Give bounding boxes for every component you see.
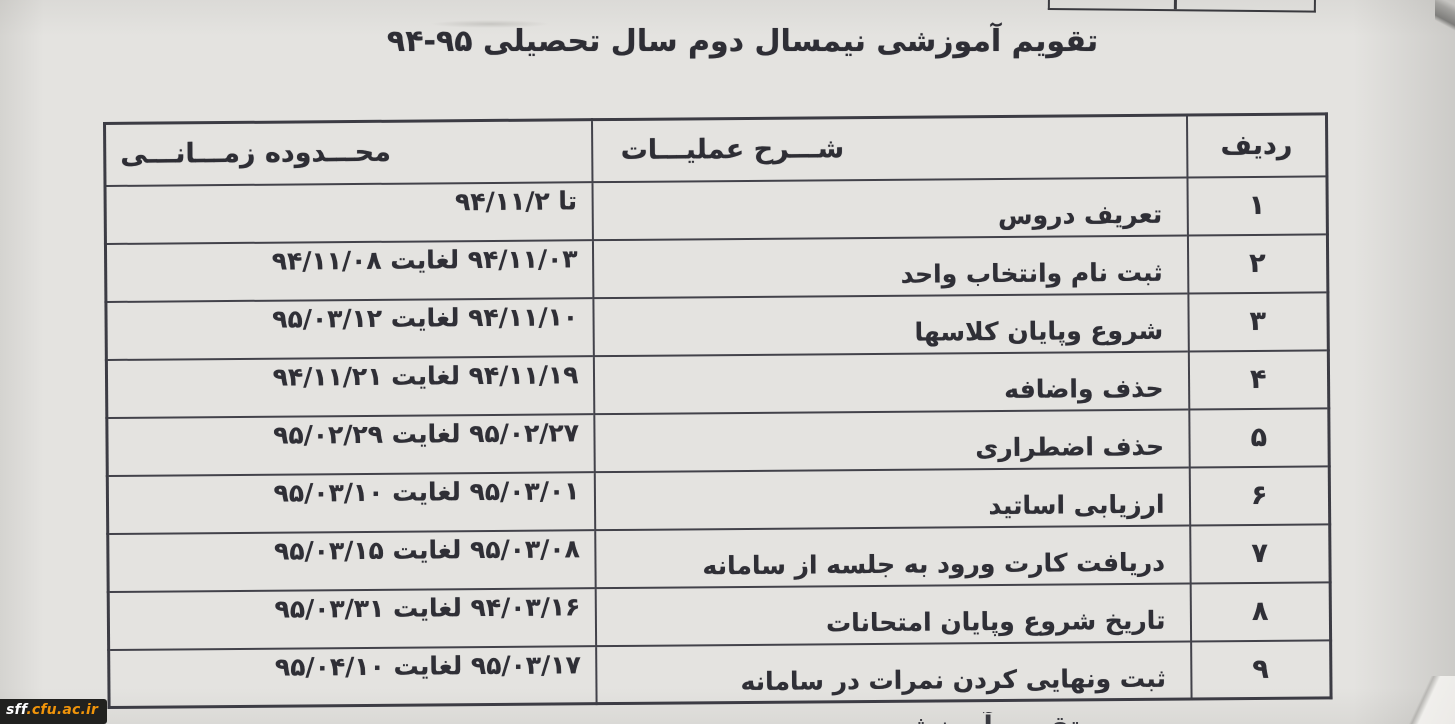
- watermark-badge: sff.cfu.ac.ir: [0, 699, 108, 724]
- row-number-cell: ۱: [1186, 175, 1328, 235]
- operation-cell: ثبت نام وانتخاب واحد: [592, 234, 1188, 298]
- time-range-cell: ۹۵/۰۳/۱۷ لغایت ۹۵/۰۴/۱۰: [108, 645, 597, 708]
- table-row: ۵ حذف اضطراری ۹۵/۰۲/۲۷ لغایت ۹۵/۰۲/۲۹: [106, 407, 1330, 476]
- operation-cell: تعریف دروس: [591, 176, 1188, 240]
- previous-table-cutoff-fragment: [1047, 0, 1316, 13]
- fragment-cell-divider: [1173, 0, 1177, 10]
- row-number-cell: ۶: [1189, 465, 1330, 525]
- page-corner-fold: [1381, 676, 1455, 724]
- table-row: ۷ دریافت کارت ورود به جلسه از سامانه ۹۵/…: [107, 523, 1331, 592]
- row-number-cell: ۲: [1187, 233, 1328, 293]
- row-number-cell: ۳: [1187, 291, 1329, 351]
- operation-cell: تاریخ شروع وپایان امتحانات: [595, 582, 1191, 646]
- scan-corner-mark: [1435, 0, 1455, 68]
- operation-cell: دریافت کارت ورود به جلسه از سامانه: [594, 524, 1191, 588]
- operation-cell: حذف واضافه: [593, 350, 1189, 414]
- row-number-cell: ۵: [1188, 407, 1330, 467]
- time-range-cell: ۹۴/۱۱/۱۹ لغایت ۹۴/۱۱/۲۱: [106, 355, 594, 418]
- header-time-range: محـــدوده زمـــانـــی: [104, 119, 592, 186]
- operation-cell: شروع وپایان کلاسها: [592, 292, 1189, 356]
- row-number-cell: ۹: [1190, 639, 1332, 699]
- header-row-number: ردیف: [1186, 113, 1327, 177]
- time-range-cell: ۹۵/۰۲/۲۷ لغایت ۹۵/۰۲/۲۹: [106, 413, 595, 476]
- row-number-cell: ۴: [1188, 349, 1329, 409]
- table-row: ۲ ثبت نام وانتخاب واحد ۹۴/۱۱/۰۳ لغایت ۹۴…: [105, 233, 1328, 302]
- table-row: ۹ ثبت ونهایی کردن نمرات در سامانه ۹۵/۰۳/…: [108, 639, 1332, 708]
- table-row: ۱ تعریف دروس تا ۹۴/۱۱/۲: [104, 175, 1328, 244]
- calendar-table: ردیف شـــرح عملیـــات محـــدوده زمـــانـ…: [103, 112, 1333, 709]
- table-header-row: ردیف شـــرح عملیـــات محـــدوده زمـــانـ…: [104, 113, 1327, 186]
- scan-smudge: [430, 20, 550, 28]
- cutoff-text-fragment: تقویم آموزشی: [820, 712, 1080, 724]
- time-range-cell: ۹۴/۰۳/۱۶ لغایت ۹۵/۰۳/۳۱: [108, 587, 596, 650]
- watermark-suffix: .cfu.ac.ir: [26, 702, 99, 718]
- table-row: ۳ شروع وپایان کلاسها ۹۴/۱۱/۱۰ لغایت ۹۵/۰…: [105, 291, 1329, 360]
- table-row: ۴ حذف واضافه ۹۴/۱۱/۱۹ لغایت ۹۴/۱۱/۲۱: [106, 349, 1329, 418]
- time-range-cell: ۹۵/۰۳/۰۱ لغایت ۹۵/۰۳/۱۰: [107, 471, 595, 534]
- operation-cell: ثبت ونهایی کردن نمرات در سامانه: [595, 640, 1192, 704]
- table-row: ۸ تاریخ شروع وپایان امتحانات ۹۴/۰۳/۱۶ لغ…: [108, 581, 1331, 650]
- time-range-cell: تا ۹۴/۱۱/۲: [104, 181, 593, 244]
- table-row: ۶ ارزیابی اساتید ۹۵/۰۳/۰۱ لغایت ۹۵/۰۳/۱۰: [107, 465, 1330, 534]
- operation-cell: حذف اضطراری: [593, 408, 1190, 472]
- operation-cell: ارزیابی اساتید: [594, 466, 1190, 530]
- header-operation: شـــرح عملیـــات: [591, 114, 1187, 182]
- row-number-cell: ۷: [1189, 523, 1331, 583]
- watermark-prefix: sff: [6, 702, 27, 718]
- row-number-cell: ۸: [1190, 581, 1331, 641]
- time-range-cell: ۹۴/۱۱/۰۳ لغایت ۹۴/۱۱/۰۸: [105, 239, 593, 302]
- time-range-cell: ۹۵/۰۳/۰۸ لغایت ۹۵/۰۳/۱۵: [107, 529, 596, 592]
- page-title: تقویم آموزشی نیمسال دوم سال تحصیلی ۹۵-۹۴: [386, 24, 1099, 60]
- time-range-cell: ۹۴/۱۱/۱۰ لغایت ۹۵/۰۳/۱۲: [105, 297, 594, 360]
